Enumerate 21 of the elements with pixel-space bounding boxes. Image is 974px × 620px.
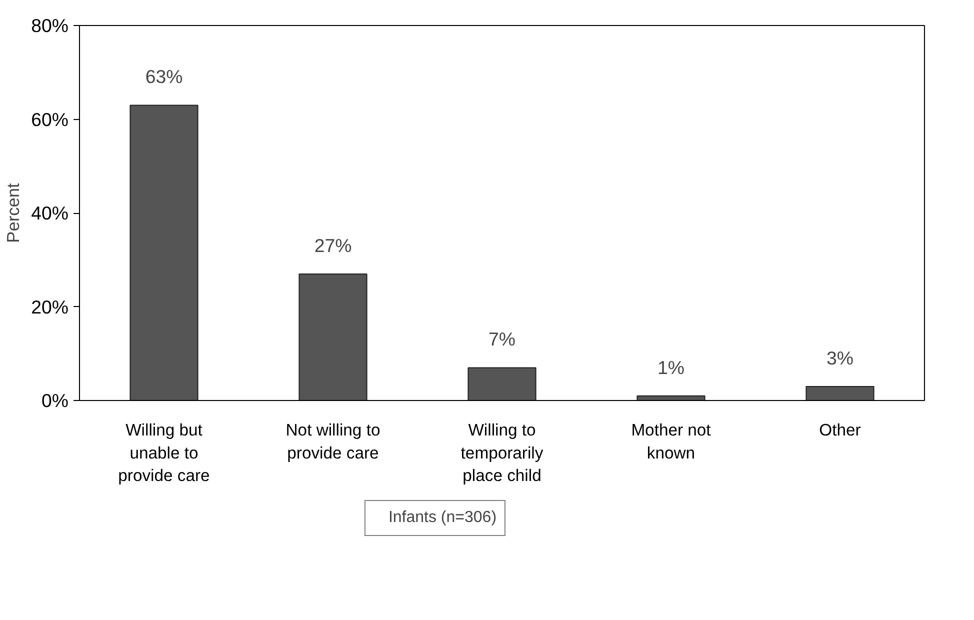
- bar: [130, 104, 198, 400]
- y-tick-label: 0%: [42, 390, 69, 411]
- bar: [806, 386, 874, 400]
- y-tick-label: 60%: [31, 108, 69, 130]
- data-label: 63%: [145, 66, 183, 88]
- bar: [468, 367, 536, 400]
- data-label: 3%: [826, 347, 854, 368]
- y-tick-label: 40%: [31, 202, 69, 224]
- data-label: 7%: [488, 328, 516, 350]
- x-tick-label: Not willing to provide care: [286, 420, 380, 462]
- x-tick-label: Other: [819, 420, 862, 440]
- x-tick-label: Willing but unable to provide care: [118, 420, 210, 486]
- data-label: 1%: [658, 356, 684, 378]
- x-tick-label: Willing to temporarily place child: [460, 420, 544, 486]
- x-tick-label: Mother not known: [631, 420, 712, 462]
- y-tick-label: 20%: [31, 296, 69, 318]
- y-tick-label: 80%: [31, 15, 69, 36]
- data-label: 27%: [314, 234, 352, 256]
- bar: [298, 273, 368, 400]
- text: Infants (n=306): [388, 509, 497, 527]
- y-axis-title: Percent: [3, 182, 24, 243]
